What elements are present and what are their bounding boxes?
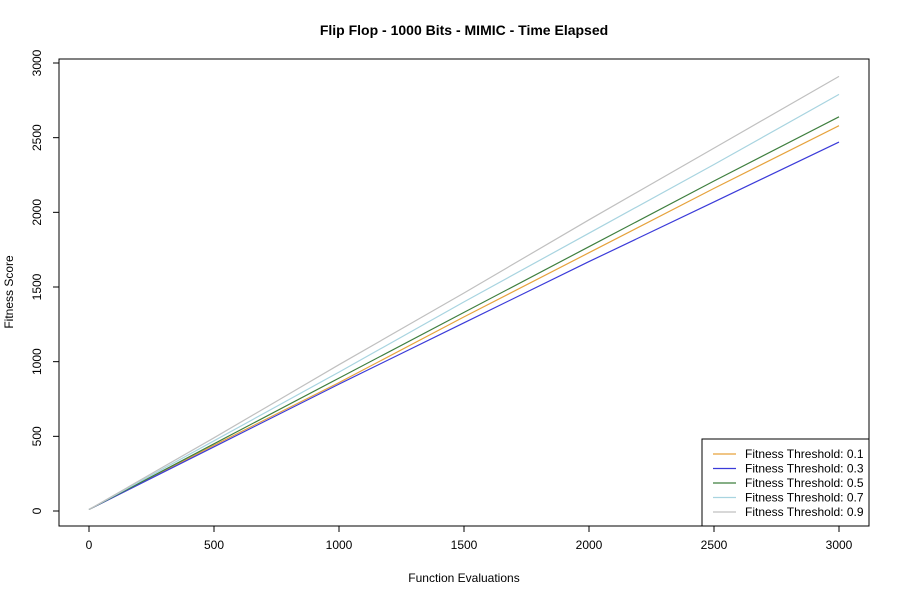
x-tick-label: 3000 [826, 538, 853, 552]
y-tick-label: 1500 [30, 273, 44, 300]
legend-label: Fitness Threshold: 0.3 [745, 462, 864, 476]
x-tick-label: 500 [204, 538, 224, 552]
y-axis-label: Fitness Score [2, 255, 16, 329]
series-line-4 [88, 75, 840, 511]
y-tick-label: 1000 [30, 348, 44, 375]
series-line-2 [88, 116, 840, 511]
series-line-1 [88, 141, 840, 511]
y-axis: 0 500 1000 1500 2000 2500 3000 [30, 49, 60, 514]
y-tick-label: 2500 [30, 124, 44, 151]
x-axis: 0 500 1000 1500 2000 2500 3000 [86, 525, 853, 552]
series-line-3 [88, 93, 840, 511]
x-tick-label: 0 [86, 538, 93, 552]
series-lines [88, 75, 840, 511]
x-tick-label: 1000 [326, 538, 353, 552]
legend-label: Fitness Threshold: 0.7 [745, 491, 864, 505]
series-line-0 [88, 125, 840, 511]
x-tick-label: 1500 [451, 538, 478, 552]
y-tick-label: 2000 [30, 199, 44, 226]
x-tick-label: 2500 [701, 538, 728, 552]
chart-title: Flip Flop - 1000 Bits - MIMIC - Time Ela… [320, 22, 608, 38]
x-tick-label: 2000 [576, 538, 603, 552]
x-axis-label: Function Evaluations [408, 571, 519, 585]
legend-label: Fitness Threshold: 0.5 [745, 476, 864, 490]
legend-label: Fitness Threshold: 0.1 [745, 447, 864, 461]
y-tick-label: 3000 [30, 49, 44, 76]
y-tick-label: 0 [30, 507, 44, 514]
legend-label: Fitness Threshold: 0.9 [745, 505, 864, 519]
y-tick-label: 500 [30, 426, 44, 446]
